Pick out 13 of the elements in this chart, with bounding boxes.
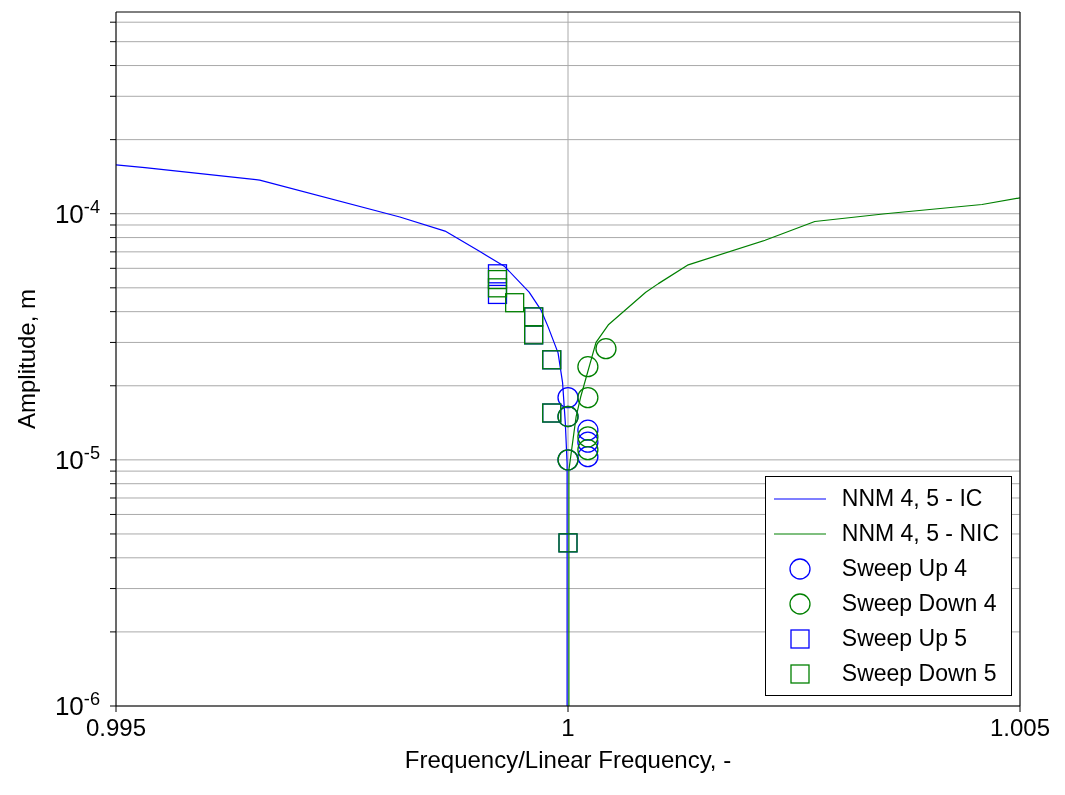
x-axis-title: Frequency/Linear Frequency, -	[404, 746, 732, 773]
y-tick-label: 10$^{-4}$	[54, 196, 100, 229]
y-axis-title: Amplitude, m	[12, 288, 40, 430]
legend-label: Sweep Up 5	[841, 625, 968, 652]
legend-label: Sweep Up 4	[841, 555, 968, 582]
x-tick-label: 0.995	[85, 714, 147, 741]
x-tick-label: 1	[561, 714, 575, 741]
y-tick-label: 10$^{-5}$	[54, 442, 100, 475]
legend-label: Sweep Down 5	[841, 660, 997, 687]
legend-label: NNM 4, 5 - NIC	[841, 520, 999, 547]
legend-label: Sweep Down 4	[841, 590, 997, 617]
x-tick-label: 1.005	[989, 714, 1051, 741]
legend-label: NNM 4, 5 - IC	[841, 485, 983, 512]
